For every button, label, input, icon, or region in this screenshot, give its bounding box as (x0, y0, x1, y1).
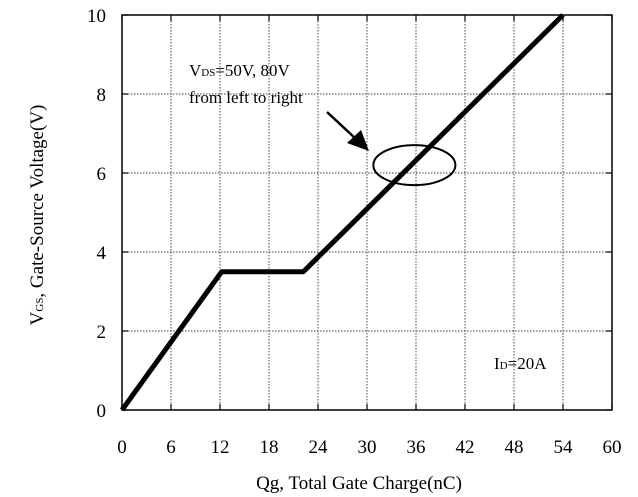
y-tick-label-3: 6 (97, 164, 107, 185)
x-tick-labels: 0 6 12 18 24 30 36 42 48 54 60 (117, 437, 621, 458)
y-tick-label-1: 2 (97, 322, 107, 343)
y-axis-title-sub: GS (34, 298, 46, 312)
id-main: I (494, 354, 500, 373)
series-layer (119, 13, 565, 412)
id-rest: =20A (508, 354, 548, 373)
x-axis-title: Qg, Total Gate Charge(nC) (256, 473, 462, 494)
callout-ellipse (372, 144, 457, 187)
id-sub: D (500, 360, 508, 372)
x-tick-label-2: 12 (211, 437, 230, 458)
y-axis-title: VGS, Gate-Source Voltage(V) (27, 105, 48, 326)
x-tick-label-0: 0 (117, 437, 127, 458)
plot-frame (121, 14, 613, 411)
vds-main: V (189, 61, 202, 80)
vds-annotation-line2: from left to right (189, 88, 303, 107)
x-tick-label-3: 18 (260, 437, 279, 458)
series-line-0 (119, 13, 565, 412)
grid-lines (122, 15, 612, 410)
y-tick-label-4: 8 (97, 85, 107, 106)
vds-sub: DS (201, 67, 215, 79)
x-tick-label-4: 24 (309, 437, 329, 458)
x-tick-label-7: 42 (456, 437, 475, 458)
y-tick-label-0: 0 (97, 401, 107, 422)
id-annotation: ID=20A (494, 354, 547, 373)
y-tick-labels: 0 2 4 6 8 10 (87, 6, 107, 422)
x-tick-label-8: 48 (505, 437, 524, 458)
annotation-arrow-head (347, 130, 369, 151)
annotation-arrow-shaft (326, 111, 357, 140)
y-axis-title-main: V (27, 311, 48, 325)
vds-annotation-line1: VDS=50V, 80V (189, 61, 291, 80)
x-tick-label-10: 60 (603, 437, 622, 458)
y-tick-label-5: 10 (87, 6, 106, 27)
vds-rest: =50V, 80V (215, 61, 290, 80)
x-tick-label-6: 36 (407, 437, 426, 458)
x-tick-label-9: 54 (554, 437, 574, 458)
x-tick-label-5: 30 (358, 437, 377, 458)
y-axis-title-rest: , Gate-Source Voltage(V) (27, 105, 48, 298)
x-tick-label-1: 6 (166, 437, 176, 458)
y-tick-label-2: 4 (97, 243, 107, 264)
